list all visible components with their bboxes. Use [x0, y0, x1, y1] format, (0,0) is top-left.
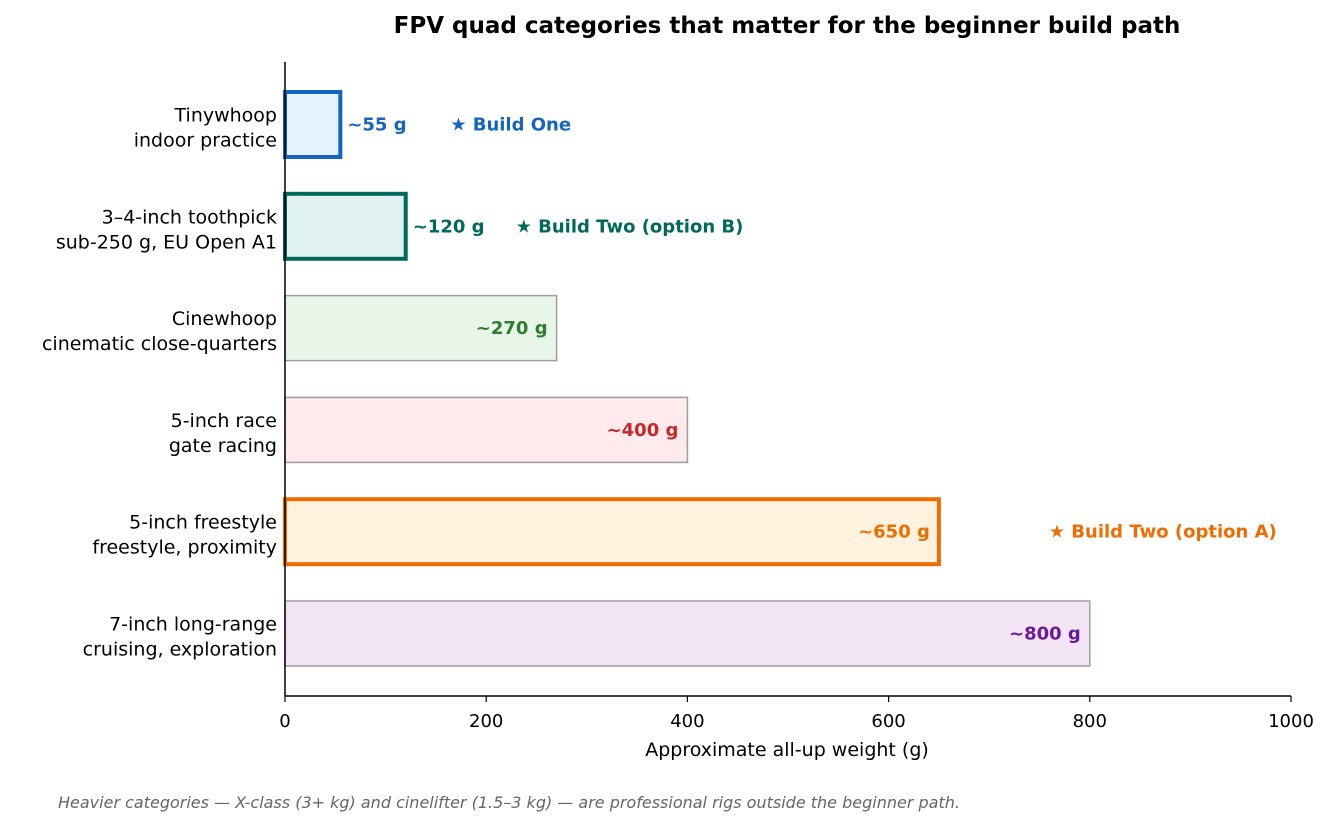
annotation-0: ★ Build One — [450, 115, 571, 136]
category-label-1: 3–4-inch toothpick — [102, 206, 277, 228]
x-tick-label-5: 1000 — [1268, 711, 1314, 732]
bar-0 — [283, 90, 343, 159]
footnote: Heavier categories — X-class (3+ kg) and… — [58, 793, 960, 812]
value-label-0: ~55 g — [347, 115, 406, 136]
category-sublabel-5: cruising, exploration — [83, 639, 277, 661]
category-sublabel-2: cinematic close-quarters — [42, 333, 277, 355]
category-label-3: 5-inch race — [171, 410, 277, 432]
category-sublabel-4: freestyle, proximity — [92, 537, 277, 559]
bars-layer: Tinywhoop indoor practice ~55 g ★ Build One… — [42, 90, 1277, 667]
x-tick-label-3: 600 — [871, 711, 905, 732]
chart-title: FPV quad categories that matter for the … — [394, 13, 1181, 39]
category-sublabel-1: sub-250 g, EU Open A1 — [56, 231, 277, 253]
value-label-4: ~650 g — [858, 522, 930, 543]
x-tick-label-0: 0 — [279, 711, 290, 732]
bar-4 — [283, 497, 941, 567]
category-label-5: 7-inch long-range — [109, 614, 277, 636]
annotation-1: ★ Build Two (option B) — [516, 216, 744, 237]
bar-1 — [283, 191, 408, 261]
category-sublabel-0: indoor practice — [134, 130, 277, 152]
bar-2 — [284, 294, 558, 362]
x-tick-label-2: 400 — [670, 711, 704, 732]
bar-5 — [284, 600, 1091, 667]
category-label-4: 5-inch freestyle — [129, 512, 277, 534]
x-tick-label-4: 800 — [1073, 711, 1107, 732]
category-label-0: Tinywhoop — [174, 105, 277, 127]
value-label-5: ~800 g — [1009, 624, 1081, 645]
axes-layer: 0 200 400 600 800 1000 — [279, 62, 1314, 732]
bar-3 — [284, 396, 689, 464]
x-tick-label-1: 200 — [469, 711, 503, 732]
category-sublabel-3: gate racing — [169, 435, 277, 457]
value-label-1: ~120 g — [413, 216, 485, 237]
annotation-4: ★ Build Two (option A) — [1049, 522, 1277, 543]
category-label-2: Cinewhoop — [172, 308, 277, 330]
value-label-3: ~400 g — [607, 420, 679, 441]
x-axis-label: Approximate all-up weight (g) — [645, 739, 929, 761]
value-label-2: ~270 g — [476, 318, 548, 339]
